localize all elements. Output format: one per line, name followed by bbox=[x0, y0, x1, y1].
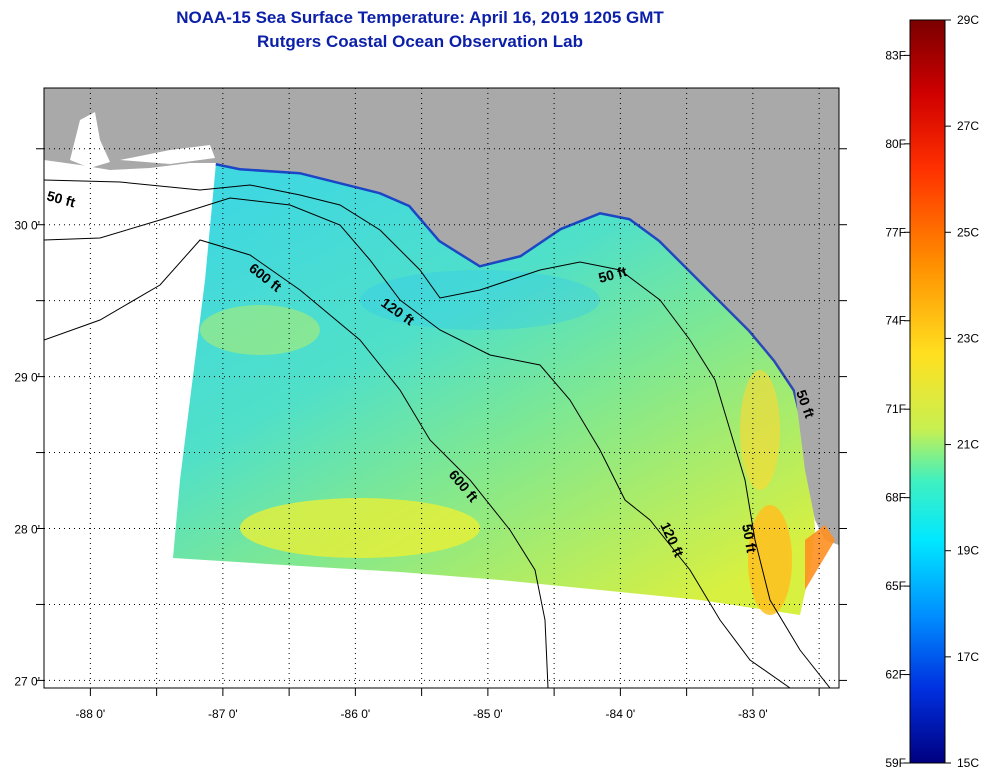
contour-600ft bbox=[44, 239, 549, 688]
colorbar-fahrenheit-labels: 83F 80F 77F 74F 71F 68F 65F 62F 59F bbox=[885, 48, 910, 770]
fahrenheit-label: 80F bbox=[885, 137, 906, 151]
longitude-label: -87 0' bbox=[208, 707, 238, 721]
celsius-label: 23C bbox=[957, 331, 979, 345]
mild-patch-west bbox=[200, 305, 320, 355]
map-title: NOAA-15 Sea Surface Temperature: April 1… bbox=[176, 8, 664, 27]
celsius-label: 15C bbox=[957, 756, 979, 770]
celsius-label: 17C bbox=[957, 650, 979, 664]
coastal-lagoon bbox=[120, 145, 215, 164]
map-subtitle: Rutgers Coastal Ocean Observation Lab bbox=[257, 32, 583, 51]
axis-ticks bbox=[36, 148, 847, 696]
contour-120ft bbox=[44, 197, 791, 688]
latitude-label: 27 0' bbox=[14, 674, 40, 688]
fahrenheit-label: 74F bbox=[885, 314, 906, 328]
warm-patch-nearshore bbox=[740, 370, 780, 490]
latitude-labels: 30 0' 29 0' 28 0' 27 0' bbox=[14, 219, 40, 689]
land-mass bbox=[44, 88, 839, 545]
contour-label: 50 ft bbox=[739, 523, 760, 554]
colorbar-celsius-labels: 29C 27C 25C 23C 21C 19C 17C 15C bbox=[945, 13, 979, 770]
map-frame bbox=[43, 87, 840, 689]
warm-patch-south bbox=[240, 498, 480, 558]
map-area: 50 ft 120 ft 600 ft 600 ft 50 ft 120 ft … bbox=[44, 88, 839, 688]
longitude-label: -83 0' bbox=[738, 707, 768, 721]
colorbar bbox=[909, 19, 946, 764]
warm-patch-coast bbox=[748, 505, 792, 615]
fahrenheit-label: 65F bbox=[885, 579, 906, 593]
fahrenheit-label: 77F bbox=[885, 225, 906, 239]
contour-50ft-west bbox=[44, 179, 831, 688]
celsius-label: 19C bbox=[957, 544, 979, 558]
contour-label: 50 ft bbox=[597, 263, 629, 286]
tampa-bay bbox=[805, 525, 835, 590]
longitude-label: -84 0' bbox=[606, 707, 636, 721]
longitude-label: -86 0' bbox=[341, 707, 371, 721]
longitude-label: -85 0' bbox=[473, 707, 503, 721]
celsius-label: 21C bbox=[957, 438, 979, 452]
celsius-label: 25C bbox=[957, 225, 979, 239]
latitude-label: 28 0' bbox=[14, 523, 40, 537]
fahrenheit-label: 83F bbox=[885, 48, 906, 62]
contour-label: 50 ft bbox=[45, 187, 77, 210]
graticule bbox=[44, 88, 839, 688]
fahrenheit-label: 62F bbox=[885, 668, 906, 682]
celsius-label: 29C bbox=[957, 13, 979, 27]
longitude-labels: -88 0' -87 0' -86 0' -85 0' -84 0' -83 0' bbox=[76, 707, 768, 721]
longitude-label: -88 0' bbox=[76, 707, 106, 721]
latitude-label: 29 0' bbox=[14, 371, 40, 385]
fahrenheit-label: 71F bbox=[885, 402, 906, 416]
latitude-label: 30 0' bbox=[14, 219, 40, 233]
fahrenheit-label: 68F bbox=[885, 491, 906, 505]
fahrenheit-label: 59F bbox=[885, 756, 906, 770]
celsius-label: 27C bbox=[957, 119, 979, 133]
mobile-bay bbox=[70, 112, 110, 168]
